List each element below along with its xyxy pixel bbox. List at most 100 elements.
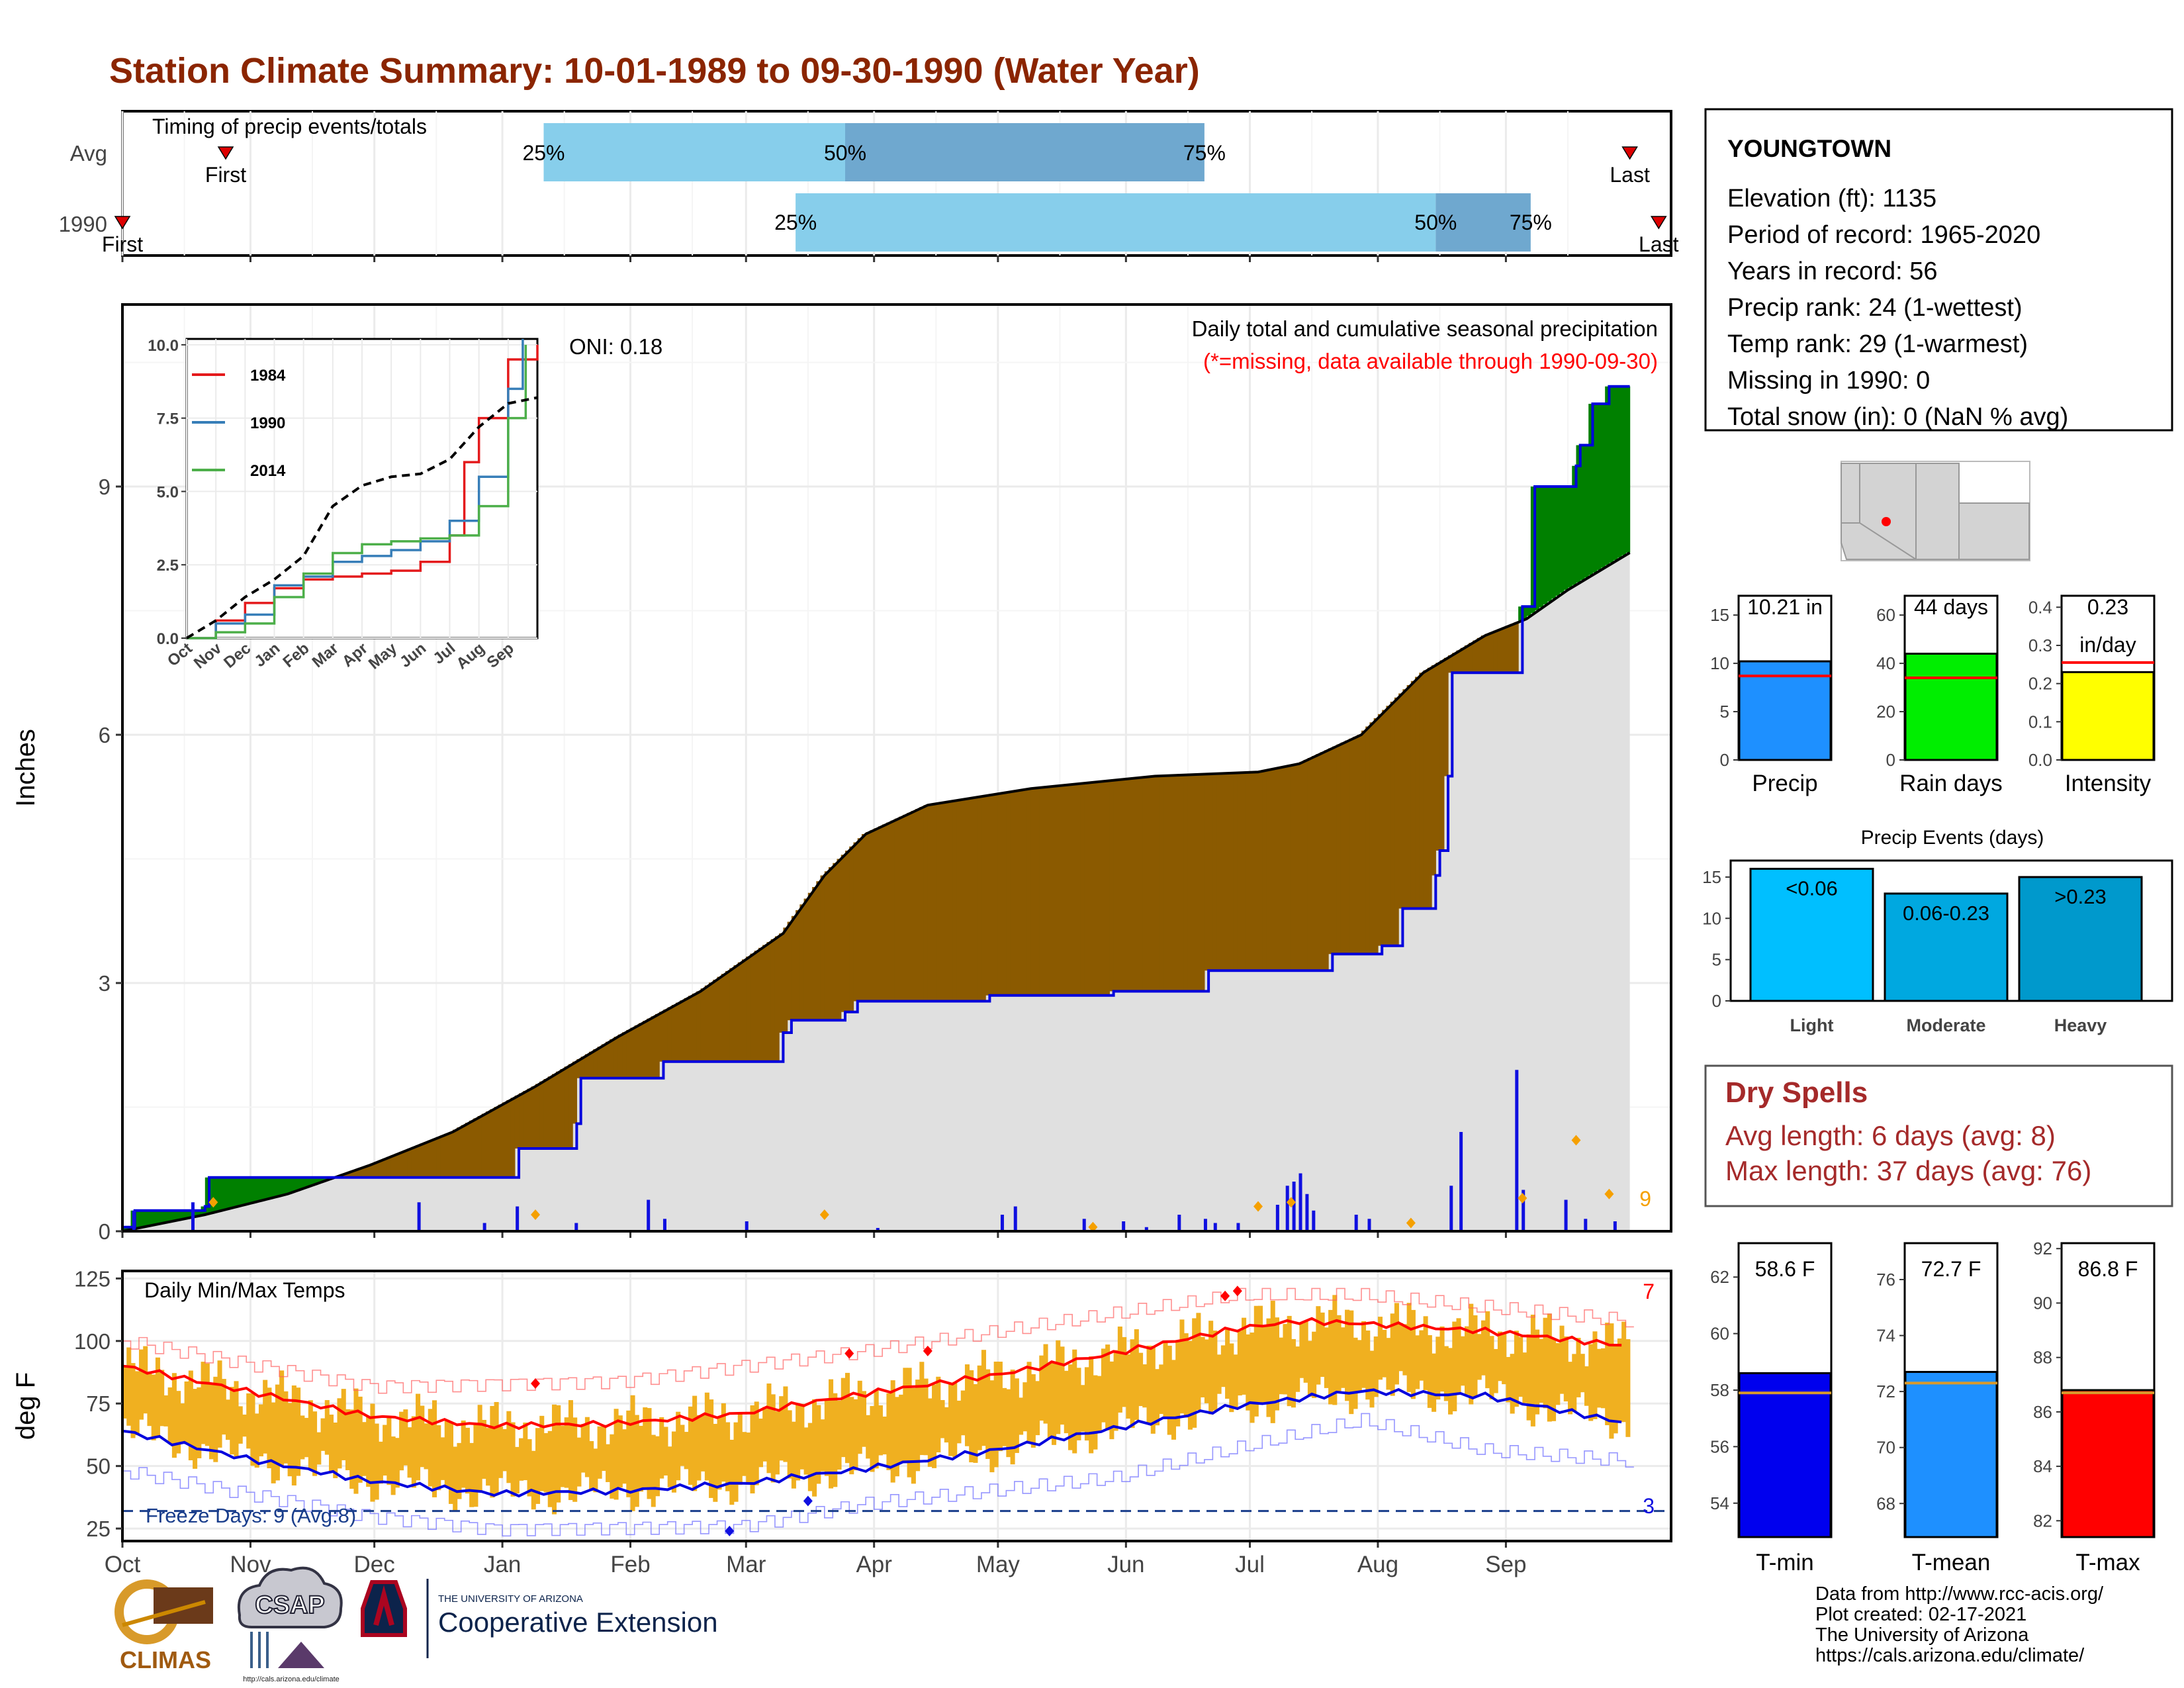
temp-summary-value-label: 72.7 F [1921,1257,1981,1281]
precip-events-chart: Precip Events (days) 0 5 10 15 <0.06 Light 0.0… [1702,827,2173,1035]
temp-summary-ytick-label: 76 [1876,1270,1895,1289]
daily-temp-range-bar [729,1439,735,1505]
daily-temp-range-bar [171,1373,177,1458]
precip-deficit-segment [1336,744,1342,955]
precip-deficit-segment [1477,637,1482,673]
daily-temp-range-bar [1274,1317,1279,1411]
precip-surplus-segment [263,1177,267,1199]
daily-temp-range-bar [1043,1344,1048,1424]
daily-temp-range-bar [205,1363,210,1446]
precip-surplus-segment [134,1210,140,1228]
daily-temp-range-bar [1588,1344,1594,1421]
precip-deficit-segment [1514,622,1519,673]
precip-deficit-segment [899,816,903,1002]
precip-deficit-segment [1076,783,1081,996]
precip-deficit-segment [1497,629,1502,673]
daily-temp-range-bar [1204,1339,1209,1403]
precip-deficit-segment [783,927,788,1033]
precip-surplus-segment [1568,487,1572,588]
precip-deficit-segment [1030,788,1036,996]
precip-deficit-segment [704,985,709,1062]
precip-deficit-segment [1146,776,1152,992]
precip-deficit-segment [593,1049,598,1078]
temp-summary-ytick-label: 72 [1876,1382,1895,1401]
daily-temp-range-bar [1291,1338,1296,1408]
summary-ytick-label: 0.1 [2028,712,2052,731]
daily-temp-range-bar [1349,1310,1354,1415]
station-line-snow: Total snow (in): 0 (NaN % avg) [1727,403,2068,431]
csap-logo-text: CSAP [255,1591,325,1619]
daily-temp-range-bar [853,1399,858,1471]
precip-deficit-segment [1142,776,1148,992]
precip-surplus-segment [1605,386,1610,565]
daily-temp-range-bar [287,1403,293,1477]
daily-temp-range-bar [1439,1326,1445,1392]
precip-surplus-segment [167,1210,173,1221]
temp-summary-value-label: 58.6 F [1755,1257,1815,1281]
precip-deficit-segment [531,1086,536,1149]
precip-deficit-segment [1167,775,1172,992]
timing-last-marker [1650,216,1667,230]
daily-temp-range-bar [568,1400,573,1501]
daily-precip-bar [1144,1227,1148,1231]
precip-deficit-segment [469,1120,474,1178]
daily-temp-range-bar [283,1391,289,1464]
precip-deficit-segment [403,1150,408,1178]
timing-last-label: Last [1610,163,1650,187]
precip-deficit-segment [1006,792,1011,996]
precip-surplus-segment [1563,487,1569,590]
daily-temp-range-bar [1514,1331,1519,1407]
precip-deficit-segment [1130,778,1135,992]
timing-title: Timing of precip events/totals [152,115,427,138]
daily-temp-range-bar [230,1387,235,1455]
daily-temp-range-bar [989,1380,995,1473]
daily-temp-range-bar [498,1427,503,1478]
precip-deficit-segment [989,794,995,996]
precip-surplus-segment [1576,445,1581,583]
precip-deficit-segment [1283,766,1288,971]
precip-deficit-segment [981,796,986,1002]
precip-deficit-segment [453,1129,458,1178]
precip-deficit-segment [807,892,813,1021]
daily-temp-range-bar [366,1417,371,1487]
daily-precip-bar [647,1199,651,1231]
temp-record-marker [803,1495,813,1507]
timing-q50-label: 50% [1414,211,1457,234]
daily-temp-range-bar [126,1347,132,1426]
daily-precip-bar [1275,1205,1279,1231]
precip-deficit-segment [1410,680,1416,909]
daily-temp-range-bar [960,1390,966,1436]
temp-summary-ytick-label: 74 [1876,1326,1895,1346]
precip-deficit-segment [1253,772,1259,971]
precip-surplus-segment [163,1210,169,1223]
daily-temp-range-bar [1266,1318,1271,1417]
precip-deficit-segment [874,828,879,1002]
precip-deficit-segment [977,796,982,1002]
precip-deficit-segment [837,859,842,1021]
daily-precip-bar [1564,1199,1568,1231]
precip-surplus-segment [1559,487,1565,593]
temp-record-marker [923,1345,933,1356]
daily-temp-range-bar [1596,1348,1602,1408]
precip-deficit-segment [1200,774,1205,992]
daily-temp-range-bar [1361,1321,1367,1388]
daily-temp-range-bar [1258,1305,1263,1403]
daily-precip-bar [1354,1215,1358,1231]
precip-surplus-segment [155,1210,160,1224]
daily-temp-range-bar [663,1427,668,1476]
daily-temp-range-bar [779,1396,784,1461]
temp-summary-ytick-label: 58 [1710,1380,1729,1400]
precip-deficit-segment [985,795,990,996]
precip-deficit-segment [1208,774,1213,971]
daily-temp-range-bar [630,1395,635,1511]
precip-surplus-segment [271,1177,276,1197]
daily-temp-range-bar [882,1416,887,1455]
temp-title: Daily Min/Max Temps [144,1278,345,1302]
precip-deficit-segment [1452,653,1457,673]
summary-ytick-label: 40 [1876,653,1895,673]
precip-surplus-segment [267,1177,272,1198]
precip-deficit-segment [444,1133,449,1178]
precip-surplus-segment [122,1227,127,1231]
precip-surplus-segment [1596,404,1602,571]
precip-deficit-segment [833,863,838,1021]
